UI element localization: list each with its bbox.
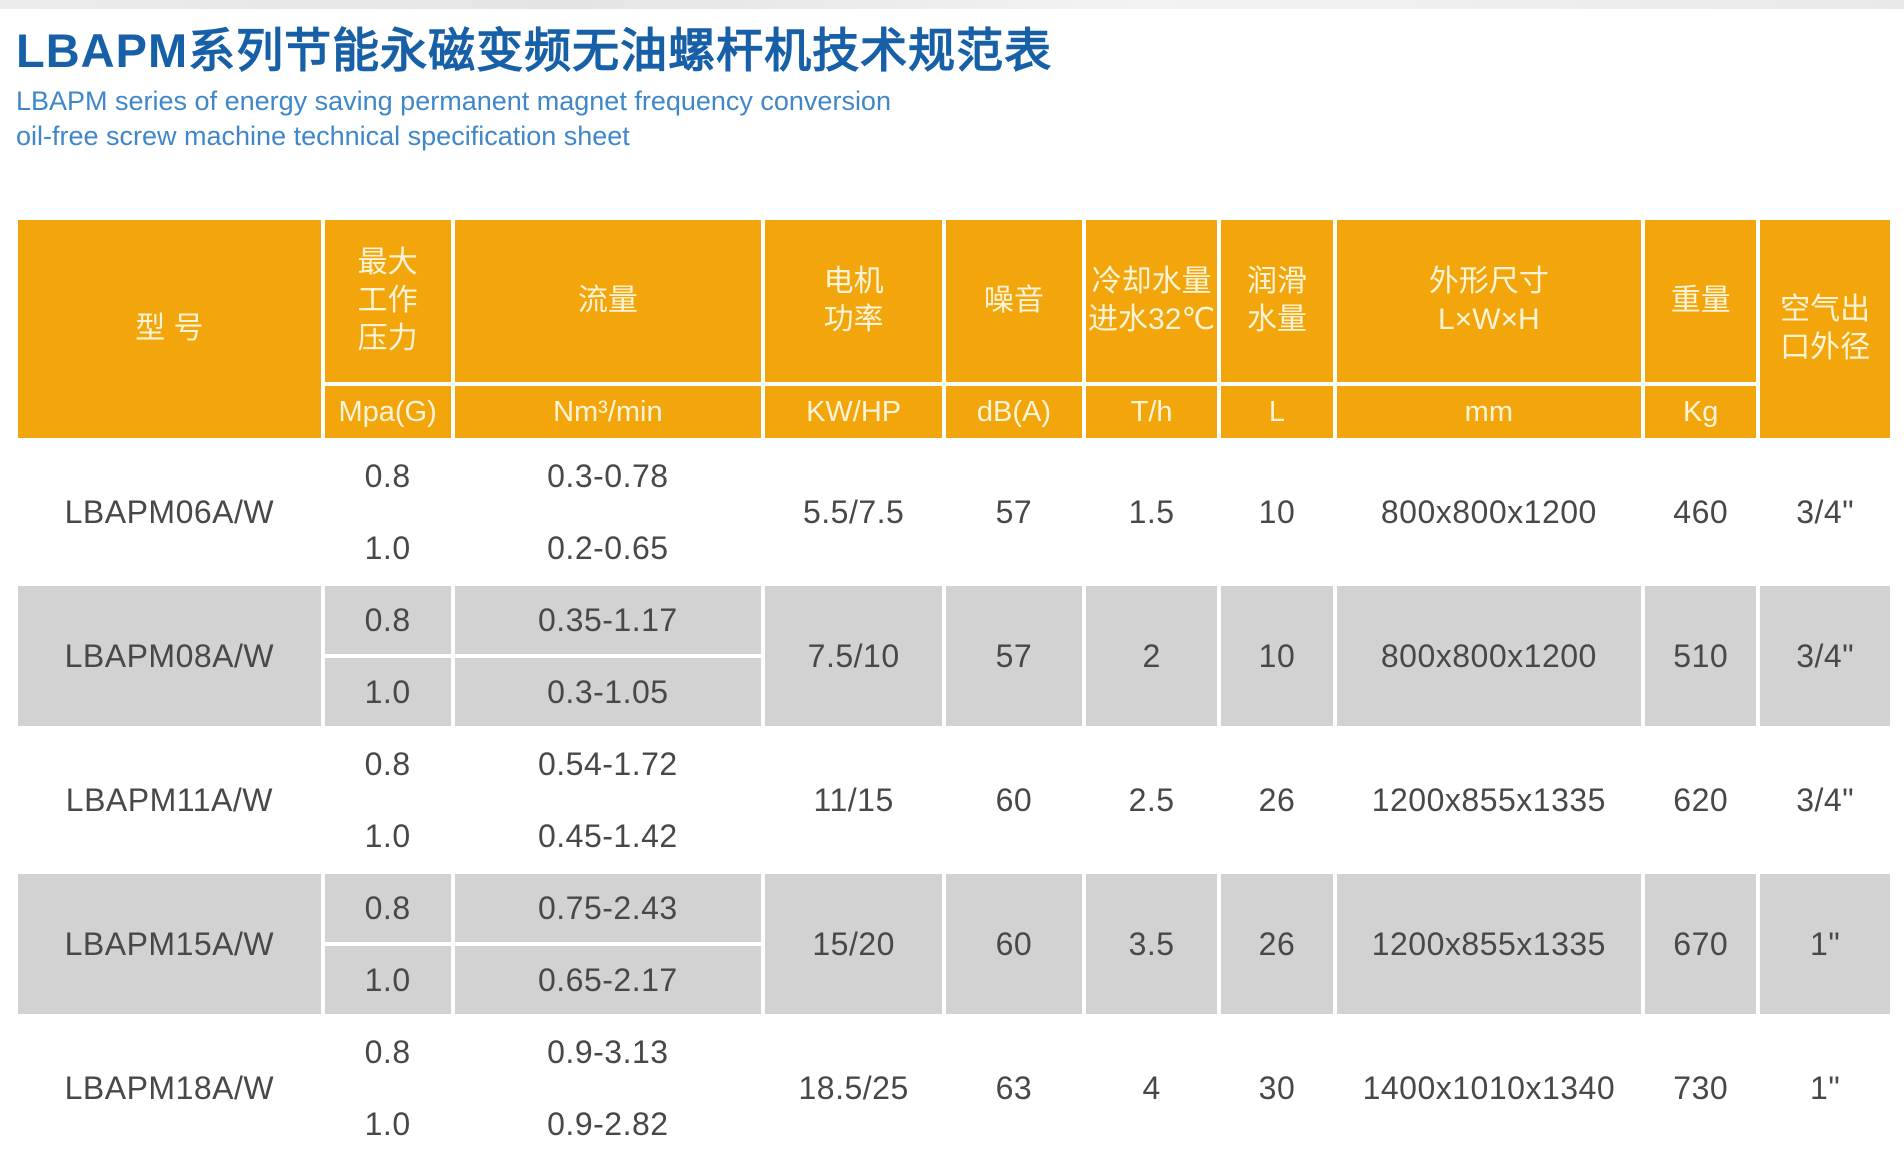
weight-cell: 510 xyxy=(1645,586,1757,726)
flow-cell-high: 0.3-0.78 xyxy=(454,442,762,510)
dimensions-cell: 1200x855x1335 xyxy=(1336,730,1642,870)
weight-cell: 460 xyxy=(1645,442,1757,582)
cooling-cell: 1.5 xyxy=(1085,442,1218,582)
cooling-cell: 2.5 xyxy=(1085,730,1218,870)
pressure-cell-low: 1.0 xyxy=(324,1090,451,1156)
unit-max-pressure: Mpa(G) xyxy=(324,386,451,438)
pressure-cell-high: 0.8 xyxy=(324,586,451,654)
noise-cell: 63 xyxy=(946,1018,1082,1156)
unit-noise: dB(A) xyxy=(946,386,1082,438)
flow-cell-high: 0.54-1.72 xyxy=(454,730,762,798)
pressure-cell-low: 1.0 xyxy=(324,658,451,726)
header-dimensions: 外形尺寸 L×W×H xyxy=(1336,220,1642,382)
lubrication-cell: 26 xyxy=(1221,874,1333,1014)
pressure-cell-high: 0.8 xyxy=(324,730,451,798)
noise-cell: 60 xyxy=(946,874,1082,1014)
page-title: LBAPM系列节能永磁变频无油螺杆机技术规范表 xyxy=(16,24,1053,77)
flow-cell-low: 0.2-0.65 xyxy=(454,514,762,582)
dimensions-cell: 800x800x1200 xyxy=(1336,586,1642,726)
flow-cell-high: 0.75-2.43 xyxy=(454,874,762,942)
pressure-cell-low: 1.0 xyxy=(324,946,451,1014)
noise-cell: 57 xyxy=(946,442,1082,582)
header-lubrication-water: 润滑 水量 xyxy=(1221,220,1333,382)
power-cell: 5.5/7.5 xyxy=(765,442,943,582)
pressure-cell-high: 0.8 xyxy=(324,1018,451,1086)
flow-cell-low: 0.9-2.82 xyxy=(454,1090,762,1156)
dimensions-cell: 1400x1010x1340 xyxy=(1336,1018,1642,1156)
weight-cell: 670 xyxy=(1645,874,1757,1014)
page-top-border xyxy=(0,0,1904,9)
lubrication-cell: 30 xyxy=(1221,1018,1333,1156)
unit-cooling-water: T/h xyxy=(1085,386,1218,438)
flow-cell-low: 0.65-2.17 xyxy=(454,946,762,1014)
air-outlet-cell: 3/4" xyxy=(1760,442,1890,582)
noise-cell: 57 xyxy=(946,586,1082,726)
flow-cell-low: 0.45-1.42 xyxy=(454,802,762,870)
lubrication-cell: 10 xyxy=(1221,586,1333,726)
cooling-cell: 3.5 xyxy=(1085,874,1218,1014)
flow-cell-low: 0.3-1.05 xyxy=(454,658,762,726)
power-cell: 18.5/25 xyxy=(765,1018,943,1156)
weight-cell: 730 xyxy=(1645,1018,1757,1156)
flow-cell-high: 0.35-1.17 xyxy=(454,586,762,654)
model-cell: LBAPM11A/W xyxy=(18,730,321,870)
power-cell: 15/20 xyxy=(765,874,943,1014)
dimensions-cell: 1200x855x1335 xyxy=(1336,874,1642,1014)
cooling-cell: 4 xyxy=(1085,1018,1218,1156)
unit-dimensions: mm xyxy=(1336,386,1642,438)
weight-cell: 620 xyxy=(1645,730,1757,870)
header-model: 型 号 xyxy=(18,220,321,438)
subtitle-line-2: oil-free screw machine technical specifi… xyxy=(16,121,630,151)
unit-lubrication-water: L xyxy=(1221,386,1333,438)
model-cell: LBAPM15A/W xyxy=(18,874,321,1014)
power-cell: 7.5/10 xyxy=(765,586,943,726)
header-flow: 流量 xyxy=(454,220,762,382)
page-subtitle: LBAPM series of energy saving permanent … xyxy=(16,84,891,154)
header-noise: 噪音 xyxy=(946,220,1082,382)
air-outlet-cell: 3/4" xyxy=(1760,730,1890,870)
model-cell: LBAPM18A/W xyxy=(18,1018,321,1156)
header-weight: 重量 xyxy=(1645,220,1757,382)
header-air-outlet: 空气出 口外径 xyxy=(1760,220,1890,438)
power-cell: 11/15 xyxy=(765,730,943,870)
cooling-cell: 2 xyxy=(1085,586,1218,726)
air-outlet-cell: 3/4" xyxy=(1760,586,1890,726)
lubrication-cell: 10 xyxy=(1221,442,1333,582)
air-outlet-cell: 1" xyxy=(1760,874,1890,1014)
header-max-pressure: 最大 工作 压力 xyxy=(324,220,451,382)
pressure-cell-low: 1.0 xyxy=(324,514,451,582)
noise-cell: 60 xyxy=(946,730,1082,870)
pressure-cell-high: 0.8 xyxy=(324,442,451,510)
pressure-cell-high: 0.8 xyxy=(324,874,451,942)
dimensions-cell: 800x800x1200 xyxy=(1336,442,1642,582)
pressure-cell-low: 1.0 xyxy=(324,802,451,870)
flow-cell-high: 0.9-3.13 xyxy=(454,1018,762,1086)
header-power: 电机 功率 xyxy=(765,220,943,382)
model-cell: LBAPM06A/W xyxy=(18,442,321,582)
header-cooling-water: 冷却水量 进水32℃ xyxy=(1085,220,1218,382)
air-outlet-cell: 1" xyxy=(1760,1018,1890,1156)
subtitle-line-1: LBAPM series of energy saving permanent … xyxy=(16,86,891,116)
model-cell: LBAPM08A/W xyxy=(18,586,321,726)
unit-flow: Nm³/min xyxy=(454,386,762,438)
spec-table: 型 号 最大 工作 压力 流量 电机 功率 噪音 冷却水量 进水32℃ 润滑 水… xyxy=(18,220,1890,1156)
lubrication-cell: 26 xyxy=(1221,730,1333,870)
unit-weight: Kg xyxy=(1645,386,1757,438)
unit-power: KW/HP xyxy=(765,386,943,438)
